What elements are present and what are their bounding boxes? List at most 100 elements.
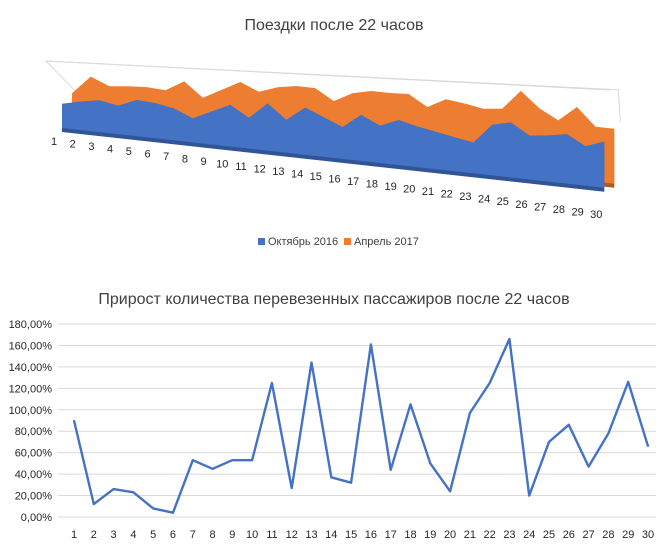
growth-data-point bbox=[112, 488, 115, 490]
growth-data-point bbox=[627, 381, 630, 383]
legend-swatch bbox=[258, 238, 265, 245]
line-x-tick-label: 14 bbox=[325, 529, 337, 541]
growth-data-point bbox=[310, 361, 313, 364]
line-x-tick-label: 27 bbox=[582, 529, 594, 541]
line-x-tick-label: 25 bbox=[543, 529, 555, 541]
area-wall-top bbox=[45, 60, 611, 91]
line-x-tick-label: 28 bbox=[602, 529, 614, 541]
line-x-tick-label: 30 bbox=[642, 529, 654, 541]
growth-data-point bbox=[191, 459, 194, 461]
area-x-tick-label: 16 bbox=[328, 174, 340, 186]
legend-swatch bbox=[344, 238, 351, 245]
legend-label: Апрель 2017 bbox=[354, 236, 419, 248]
line-x-tick-label: 16 bbox=[365, 529, 377, 541]
area-x-tick-label: 11 bbox=[235, 161, 246, 173]
line-x-tick-label: 6 bbox=[170, 529, 176, 541]
growth-data-point bbox=[409, 403, 412, 406]
area-x-tick-label: 28 bbox=[553, 204, 565, 216]
line-x-tick-label: 22 bbox=[484, 529, 496, 541]
area-x-tick-label: 19 bbox=[384, 181, 396, 193]
area-chart-legend: Октябрь 2016 Апрель 2017 bbox=[258, 236, 419, 248]
area-x-tick-label: 17 bbox=[347, 176, 359, 188]
area-x-tick-label: 7 bbox=[163, 151, 169, 163]
area-x-tick-label: 30 bbox=[590, 209, 602, 221]
area-series-october-2016 bbox=[62, 99, 605, 188]
growth-data-point bbox=[469, 412, 471, 414]
line-x-tick-label: 20 bbox=[444, 529, 456, 541]
area-x-tick-label: 24 bbox=[478, 194, 490, 206]
area-x-tick-label: 5 bbox=[126, 146, 132, 158]
growth-data-point bbox=[528, 494, 531, 497]
area-chart-title: Поездки после 22 часов bbox=[245, 17, 424, 34]
line-y-tick-label: 20,00% bbox=[15, 491, 53, 503]
line-x-tick-label: 15 bbox=[345, 529, 357, 541]
growth-series-line bbox=[72, 337, 650, 514]
growth-data-point bbox=[587, 465, 590, 468]
growth-data-point bbox=[389, 469, 392, 471]
growth-data-point bbox=[132, 491, 135, 494]
area-x-tick-label: 14 bbox=[291, 169, 303, 181]
area-x-tick-label: 26 bbox=[515, 199, 527, 211]
line-x-tick-label: 26 bbox=[563, 529, 575, 541]
area-x-tick-label: 25 bbox=[497, 196, 509, 208]
line-x-tick-label: 12 bbox=[286, 529, 298, 541]
line-x-tick-label: 17 bbox=[385, 529, 397, 541]
line-x-tick-label: 5 bbox=[150, 529, 156, 541]
area-x-tick-label: 6 bbox=[144, 149, 150, 161]
line-x-tick-label: 9 bbox=[229, 529, 235, 541]
line-y-tick-label: 100,00% bbox=[9, 405, 53, 417]
area-x-tick-label: 8 bbox=[182, 154, 188, 166]
area-x-tick-label: 2 bbox=[70, 139, 76, 151]
area-x-tick-label: 12 bbox=[254, 164, 266, 176]
area-x-tick-label: 18 bbox=[366, 179, 378, 191]
line-x-tick-label: 10 bbox=[246, 529, 258, 541]
growth-data-point bbox=[172, 511, 174, 514]
line-x-tick-label: 29 bbox=[622, 529, 634, 541]
growth-data-point bbox=[73, 419, 75, 422]
line-y-tick-label: 160,00% bbox=[9, 340, 53, 352]
area-x-tick-label: 10 bbox=[216, 159, 228, 171]
growth-data-point bbox=[350, 481, 352, 484]
growth-data-point bbox=[370, 343, 372, 346]
growth-data-point bbox=[290, 487, 293, 489]
line-x-tick-label: 8 bbox=[209, 529, 215, 541]
line-y-tick-label: 140,00% bbox=[9, 362, 53, 374]
line-y-tick-label: 0,00% bbox=[21, 512, 52, 524]
area-x-tick-label: 22 bbox=[441, 189, 453, 201]
line-y-tick-label: 80,00% bbox=[15, 426, 53, 438]
line-x-tick-label: 2 bbox=[91, 529, 97, 541]
area-x-tick-label: 1 bbox=[51, 136, 57, 148]
line-x-tick-label: 11 bbox=[266, 529, 277, 541]
growth-data-point bbox=[211, 467, 214, 470]
line-y-tick-label: 180,00% bbox=[9, 319, 53, 331]
line-y-tick-label: 120,00% bbox=[9, 383, 53, 395]
line-x-tick-label: 1 bbox=[71, 529, 77, 541]
growth-data-point bbox=[231, 459, 234, 461]
line-x-tick-label: 13 bbox=[305, 529, 317, 541]
area-x-tick-label: 13 bbox=[272, 166, 284, 178]
growth-data-point bbox=[568, 423, 570, 426]
trips-area-chart: Поездки после 22 часов 1 2 3 4 5 6 7 8 9 10 11 12 13… bbox=[44, 17, 621, 248]
line-x-tick-label: 19 bbox=[424, 529, 436, 541]
growth-line-chart: Прирост количества перевезенных пассажир… bbox=[9, 291, 656, 541]
growth-data-point bbox=[607, 432, 610, 435]
line-y-tick-label: 60,00% bbox=[15, 448, 53, 460]
area-x-tick-label: 3 bbox=[88, 141, 94, 153]
line-x-tick-label: 3 bbox=[111, 529, 117, 541]
growth-data-point bbox=[488, 382, 491, 384]
legend-label: Октябрь 2016 bbox=[268, 236, 338, 248]
area-x-tick-label: 23 bbox=[459, 191, 471, 203]
area-x-tick-label: 27 bbox=[534, 201, 546, 213]
area-x-tick-label: 29 bbox=[571, 206, 583, 218]
growth-data-point bbox=[330, 476, 333, 479]
area-x-tick-label: 9 bbox=[201, 156, 207, 168]
growth-data-point bbox=[449, 490, 451, 493]
line-x-tick-label: 21 bbox=[464, 529, 476, 541]
growth-data-point bbox=[647, 445, 649, 448]
line-x-tick-label: 18 bbox=[404, 529, 416, 541]
growth-data-point bbox=[508, 338, 511, 340]
growth-data-point bbox=[429, 462, 432, 465]
line-x-tick-label: 23 bbox=[503, 529, 515, 541]
line-y-tick-label: 40,00% bbox=[15, 469, 53, 481]
line-x-tick-label: 7 bbox=[190, 529, 196, 541]
